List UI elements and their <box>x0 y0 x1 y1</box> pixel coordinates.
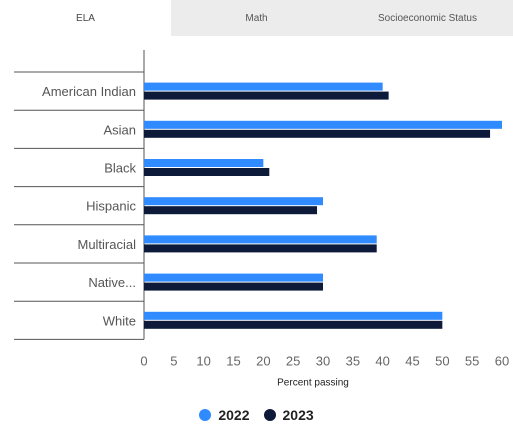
x-tick-label: 20 <box>256 353 270 368</box>
bar-2022 <box>144 235 377 244</box>
tab-ela[interactable]: ELA <box>0 0 171 36</box>
category-label: Hispanic <box>86 199 136 214</box>
bar-2023 <box>144 282 323 291</box>
category-label: Multiracial <box>77 237 136 252</box>
bar-2023 <box>144 206 318 215</box>
legend-label-2023: 2023 <box>282 407 314 423</box>
bar-2023 <box>144 244 377 253</box>
x-tick-label: 45 <box>405 353 419 368</box>
bar-chart: American Indian Asian Black Hispanic Multira… <box>14 50 509 388</box>
bar-2022 <box>144 311 443 320</box>
legend-label-2022: 2022 <box>218 407 250 423</box>
x-tick-label: 55 <box>465 353 479 368</box>
tab-math[interactable]: Math <box>171 0 342 36</box>
legend-item-2022[interactable]: 2022 <box>199 407 250 423</box>
x-tick-label: 50 <box>435 353 449 368</box>
x-tick-label: 5 <box>170 353 177 368</box>
legend-item-2023[interactable]: 2023 <box>263 407 314 423</box>
x-tick-label: 25 <box>286 353 300 368</box>
category-label: American Indian <box>42 84 136 99</box>
x-tick-label: 0 <box>140 353 147 368</box>
legend-swatch-2023 <box>263 409 276 421</box>
category-label: Native... <box>88 275 136 290</box>
tab-bar: ELA Math Socioeconomic Status <box>0 0 513 36</box>
bar-2022 <box>144 197 323 206</box>
bar-2022 <box>144 159 264 167</box>
x-tick-label: 40 <box>375 353 389 368</box>
bar-2023 <box>144 168 270 176</box>
x-tick-label: 15 <box>226 353 240 368</box>
x-tick-label: 60 <box>495 353 509 368</box>
legend: 2022 2023 <box>0 405 513 425</box>
category-label: White <box>103 313 136 328</box>
bar-2022 <box>144 120 502 129</box>
bar-2023 <box>144 129 491 138</box>
tab-socioeconomic-status[interactable]: Socioeconomic Status <box>342 0 513 36</box>
legend-swatch-2022 <box>199 409 212 421</box>
x-axis-title: Percent passing <box>277 377 349 388</box>
x-tick-label: 30 <box>316 353 330 368</box>
category-label: Black <box>104 161 136 176</box>
bar-2023 <box>144 91 389 100</box>
x-tick-label: 10 <box>196 353 210 368</box>
bar-2022 <box>144 273 323 282</box>
bar-2022 <box>144 82 383 91</box>
bar-2023 <box>144 320 443 329</box>
x-tick-label: 35 <box>346 353 360 368</box>
category-label: Asian <box>103 122 136 137</box>
